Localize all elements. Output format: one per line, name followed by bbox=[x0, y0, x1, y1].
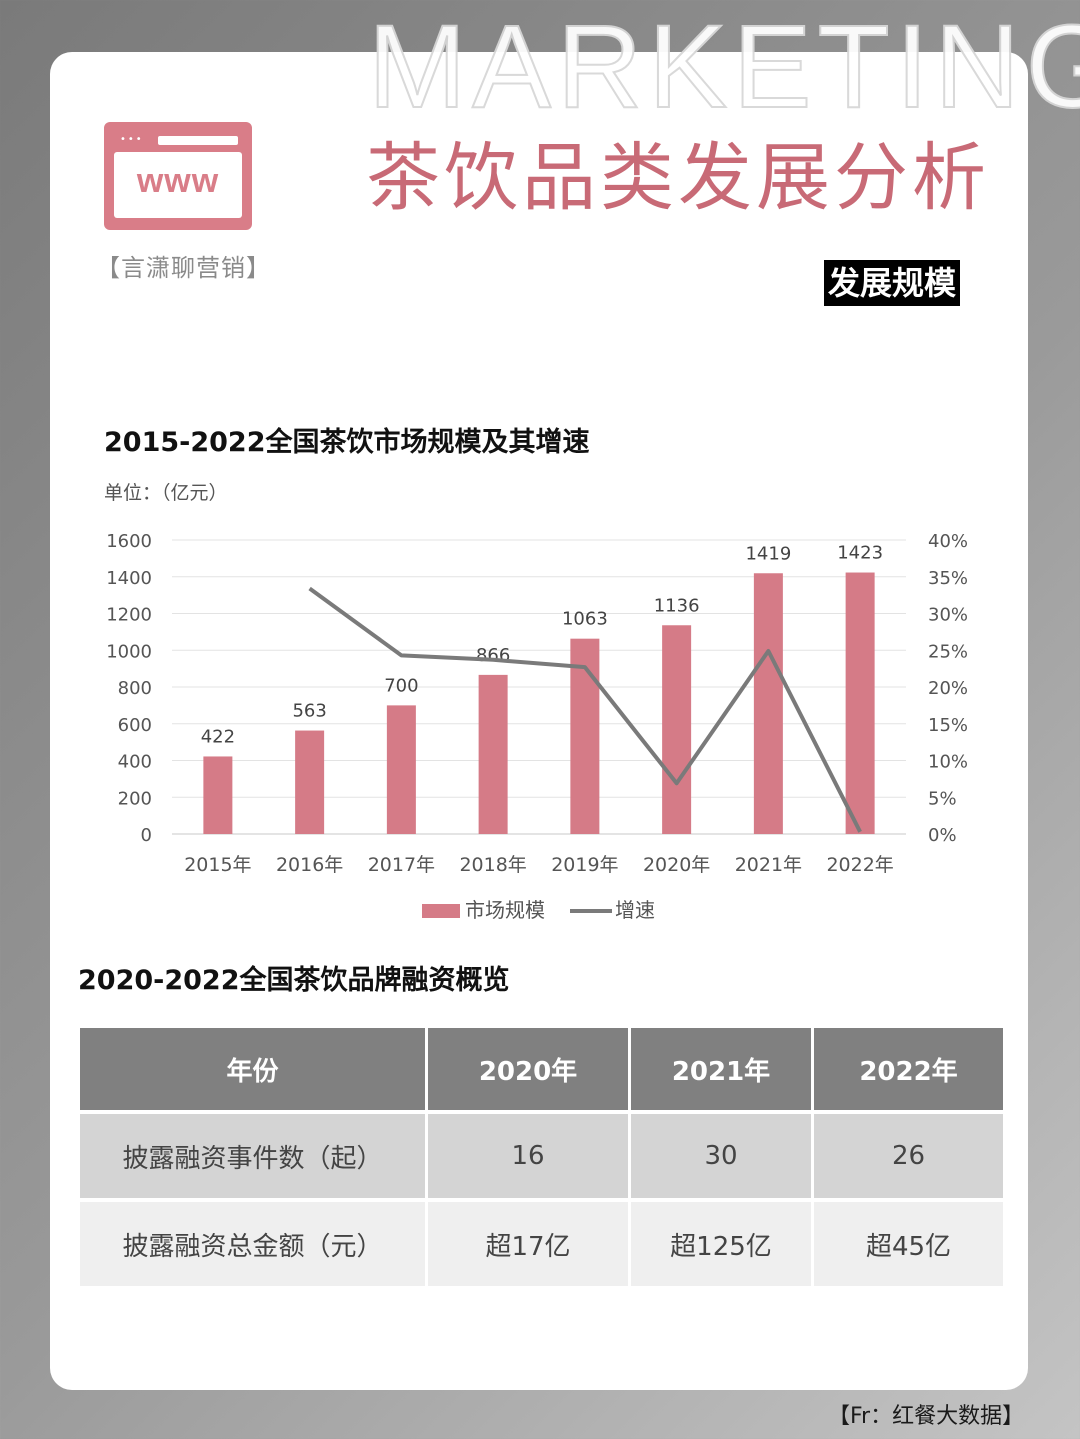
y-tick-label: 1000 bbox=[106, 641, 152, 662]
watermark-text: MARKETING bbox=[367, 1, 1080, 133]
logo-www-icon: ••• www bbox=[104, 122, 252, 230]
table-cell: 30 bbox=[631, 1114, 811, 1198]
table-cell: 超17亿 bbox=[428, 1202, 628, 1286]
table-title: 2020-2022全国茶饮品牌融资概览 bbox=[78, 965, 510, 996]
table-cell: 超45亿 bbox=[814, 1202, 1003, 1286]
bar-data-label: 700 bbox=[384, 675, 418, 696]
bar bbox=[478, 674, 508, 834]
bar bbox=[662, 625, 692, 834]
table-cell: 披露融资总金额（元） bbox=[80, 1202, 425, 1286]
table-header-cell: 2022年 bbox=[814, 1028, 1003, 1110]
y-tick-label: 1400 bbox=[106, 568, 152, 589]
y2-tick-label: 5% bbox=[928, 788, 957, 809]
bar-data-label: 1419 bbox=[745, 543, 791, 564]
bar bbox=[570, 638, 600, 834]
brand-name: 【言潇聊营销】 bbox=[96, 254, 271, 282]
table-header-cell: 2020年 bbox=[428, 1028, 628, 1110]
table-cell: 26 bbox=[814, 1114, 1003, 1198]
x-tick-label: 2021年 bbox=[735, 854, 802, 876]
y-tick-label: 600 bbox=[118, 715, 152, 736]
x-tick-label: 2019年 bbox=[551, 854, 618, 876]
logo-text: www bbox=[136, 162, 220, 200]
table-header-cell: 年份 bbox=[80, 1028, 425, 1110]
chart-title: 2015-2022全国茶饮市场规模及其增速 bbox=[104, 427, 590, 458]
table-header-cell: 2021年 bbox=[631, 1028, 811, 1110]
bar bbox=[386, 705, 416, 834]
legend-bar-label: 市场规模 bbox=[465, 898, 545, 922]
logo-bar bbox=[158, 136, 238, 145]
bar bbox=[203, 756, 233, 834]
table-row: 披露融资事件数（起） 16 30 26 bbox=[80, 1114, 1003, 1198]
x-tick-label: 2017年 bbox=[368, 854, 435, 876]
market-size-chart: 0 200 400 600 800 1000 1200 1400 1600 0% 5% 10% 15% 2… bbox=[106, 531, 968, 922]
y2-tick-label: 40% bbox=[928, 531, 968, 552]
x-tick-label: 2015年 bbox=[184, 854, 251, 876]
table-cell: 超125亿 bbox=[631, 1202, 811, 1286]
financing-table: 年份 2020年 2021年 2022年 披露融资事件数（起） 16 30 26… bbox=[77, 1024, 1006, 1290]
bar bbox=[295, 730, 325, 834]
x-tick-label: 2022年 bbox=[826, 854, 893, 876]
x-tick-label: 2016年 bbox=[276, 854, 343, 876]
bar-data-label: 563 bbox=[292, 701, 326, 722]
logo-screen: www bbox=[114, 152, 242, 218]
y-tick-label: 1200 bbox=[106, 605, 152, 626]
bar bbox=[753, 573, 783, 834]
x-tick-label: 2018年 bbox=[459, 854, 526, 876]
y-tick-label: 400 bbox=[118, 752, 152, 773]
table-cell: 披露融资事件数（起） bbox=[80, 1114, 425, 1198]
y-tick-label: 200 bbox=[118, 788, 152, 809]
legend-line-label: 增速 bbox=[615, 898, 655, 922]
legend-bar-swatch bbox=[422, 904, 460, 918]
bar-data-label: 1136 bbox=[654, 595, 700, 616]
y2-tick-label: 10% bbox=[928, 752, 968, 773]
y2-tick-label: 0% bbox=[928, 825, 957, 846]
table-cell: 16 bbox=[428, 1114, 628, 1198]
bar-data-label: 1423 bbox=[837, 543, 883, 564]
x-tick-label: 2020年 bbox=[643, 854, 710, 876]
y2-tick-label: 30% bbox=[928, 605, 968, 626]
y2-tick-label: 25% bbox=[928, 641, 968, 662]
y-tick-label: 0 bbox=[141, 825, 152, 846]
section-badge: 发展规模 bbox=[824, 260, 961, 307]
y2-tick-label: 35% bbox=[928, 568, 968, 589]
bar-data-label: 1063 bbox=[562, 609, 608, 630]
y2-tick-label: 15% bbox=[928, 715, 968, 736]
bar-data-label: 422 bbox=[201, 726, 235, 747]
bar bbox=[845, 572, 875, 834]
table-row: 披露融资总金额（元） 超17亿 超125亿 超45亿 bbox=[80, 1202, 1003, 1286]
y2-tick-label: 20% bbox=[928, 678, 968, 699]
table-header-row: 年份 2020年 2021年 2022年 bbox=[80, 1028, 1003, 1110]
y-tick-label: 800 bbox=[118, 678, 152, 699]
logo-dots: ••• bbox=[120, 134, 144, 145]
source-note: 【Fr：红餐大数据】 bbox=[828, 1404, 1025, 1429]
page-title: 茶饮品类发展分析 bbox=[366, 135, 990, 221]
y-tick-label: 1600 bbox=[106, 531, 152, 552]
chart-unit: 单位：（亿元） bbox=[104, 482, 228, 504]
